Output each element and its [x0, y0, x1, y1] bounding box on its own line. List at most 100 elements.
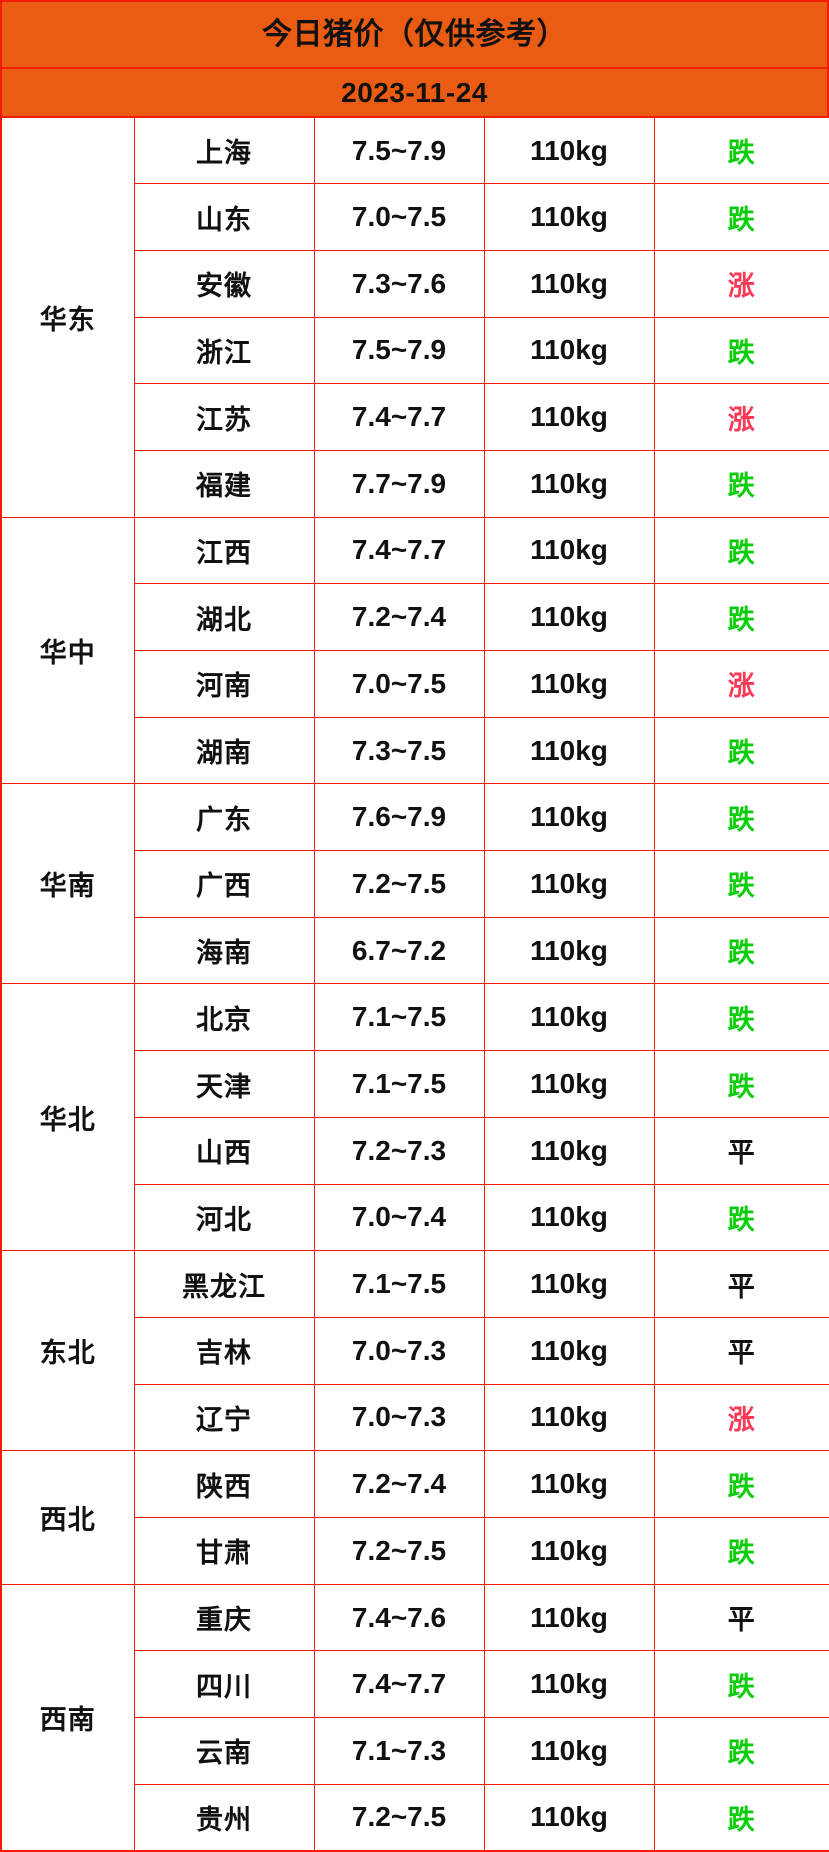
trend-cell: 跌	[653, 1717, 829, 1785]
region-cell: 华中	[0, 516, 135, 785]
page-title-text: 今日猪价（仅供参考）	[262, 17, 567, 51]
table-row: 湖北 7.2~7.4 110kg 跌	[1, 583, 829, 652]
weight-cell: 110kg	[483, 1050, 655, 1118]
trend-cell: 平	[653, 1250, 829, 1318]
price-cell: 7.5~7.9	[313, 116, 485, 185]
table-row: 河北 7.0~7.4 110kg 跌	[1, 1183, 829, 1252]
table-row: 安徽 7.3~7.6 110kg 涨	[1, 249, 829, 318]
trend-cell: 跌	[653, 316, 829, 385]
weight-cell: 110kg	[483, 1650, 655, 1719]
price-cell: 7.4~7.7	[313, 1650, 485, 1719]
weight-cell: 110kg	[483, 1516, 655, 1585]
price-table-body: 华东 上海 7.5~7.9 110kg 跌山东 7.0~7.5 110kg 跌安徽 7.3~7.…	[0, 116, 829, 1852]
price-cell: 7.1~7.5	[313, 1250, 485, 1318]
weight-cell: 110kg	[483, 1583, 655, 1652]
price-cell: 6.7~7.2	[313, 916, 485, 985]
weight-cell: 110kg	[483, 583, 655, 652]
trend-cell: 跌	[653, 516, 829, 585]
price-cell: 7.6~7.9	[313, 783, 485, 852]
province-cell: 重庆	[133, 1583, 315, 1652]
table-row: 甘肃 7.2~7.5 110kg 跌	[1, 1516, 829, 1585]
weight-cell: 110kg	[483, 716, 655, 785]
price-cell: 7.0~7.4	[313, 1183, 485, 1252]
province-cell: 山东	[133, 183, 315, 251]
weight-cell: 110kg	[483, 449, 655, 518]
province-cell: 湖南	[133, 716, 315, 785]
price-cell: 7.4~7.7	[313, 516, 485, 585]
trend-cell: 平	[653, 1116, 829, 1185]
trend-cell: 涨	[653, 383, 829, 451]
trend-cell: 跌	[653, 850, 829, 918]
trend-cell: 涨	[653, 249, 829, 318]
table-row: 湖南 7.3~7.5 110kg 跌	[1, 716, 829, 785]
province-cell: 吉林	[133, 1316, 315, 1385]
weight-cell: 110kg	[483, 916, 655, 985]
province-cell: 浙江	[133, 316, 315, 385]
weight-cell: 110kg	[483, 650, 655, 718]
region-cell: 西北	[0, 1450, 135, 1585]
province-cell: 广东	[133, 783, 315, 852]
weight-cell: 110kg	[483, 783, 655, 852]
trend-cell: 平	[653, 1583, 829, 1652]
price-cell: 7.3~7.5	[313, 716, 485, 785]
price-cell: 7.2~7.5	[313, 1783, 485, 1852]
price-cell: 7.0~7.5	[313, 183, 485, 251]
price-cell: 7.7~7.9	[313, 449, 485, 518]
province-cell: 四川	[133, 1650, 315, 1719]
province-cell: 天津	[133, 1050, 315, 1118]
trend-cell: 跌	[653, 583, 829, 652]
trend-cell: 跌	[653, 1183, 829, 1252]
province-cell: 海南	[133, 916, 315, 985]
price-cell: 7.1~7.5	[313, 983, 485, 1052]
price-cell: 7.3~7.6	[313, 249, 485, 318]
table-row: 西北 陕西 7.2~7.4 110kg 跌	[0, 1450, 829, 1585]
table-row: 华南 广东 7.6~7.9 110kg 跌	[0, 783, 829, 985]
table-row: 华东 上海 7.5~7.9 110kg 跌	[0, 116, 829, 518]
weight-cell: 110kg	[483, 850, 655, 918]
province-cell: 甘肃	[133, 1516, 315, 1585]
price-cell: 7.2~7.4	[313, 1450, 485, 1518]
price-cell: 7.5~7.9	[313, 316, 485, 385]
table-row: 山西 7.2~7.3 110kg 平	[1, 1116, 829, 1185]
table-row: 华北 北京 7.1~7.5 110kg 跌	[0, 983, 829, 1252]
table-row: 吉林 7.0~7.3 110kg 平	[1, 1316, 829, 1385]
table-row: 云南 7.1~7.3 110kg 跌	[1, 1717, 829, 1785]
province-cell: 陕西	[133, 1450, 315, 1518]
date-text: 2023-11-24	[341, 76, 488, 108]
trend-cell: 平	[653, 1316, 829, 1385]
trend-cell: 跌	[653, 1516, 829, 1585]
region-cell: 华北	[0, 983, 135, 1252]
price-cell: 7.4~7.6	[313, 1583, 485, 1652]
price-cell: 7.1~7.5	[313, 1050, 485, 1118]
price-cell: 7.0~7.5	[313, 650, 485, 718]
province-cell: 河南	[133, 650, 315, 718]
weight-cell: 110kg	[483, 1717, 655, 1785]
province-cell: 安徽	[133, 249, 315, 318]
region-cell: 东北	[0, 1250, 135, 1452]
region-cell: 华南	[0, 783, 135, 985]
trend-cell: 跌	[653, 1783, 829, 1852]
province-cell: 河北	[133, 1183, 315, 1252]
price-cell: 7.2~7.5	[313, 850, 485, 918]
province-cell: 江苏	[133, 383, 315, 451]
trend-cell: 跌	[653, 1050, 829, 1118]
price-table: 华东 上海 7.5~7.9 110kg 跌山东 7.0~7.5 110kg 跌安徽 7.3~7.…	[0, 116, 829, 1852]
table-row: 河南 7.0~7.5 110kg 涨	[1, 650, 829, 718]
weight-cell: 110kg	[483, 316, 655, 385]
province-cell: 江西	[133, 516, 315, 585]
trend-cell: 跌	[653, 783, 829, 852]
table-row: 辽宁 7.0~7.3 110kg 涨	[1, 1383, 829, 1452]
weight-cell: 110kg	[483, 516, 655, 585]
trend-cell: 跌	[653, 1450, 829, 1518]
price-cell: 7.0~7.3	[313, 1316, 485, 1385]
region-cell: 华东	[0, 116, 135, 518]
province-cell: 北京	[133, 983, 315, 1052]
province-cell: 山西	[133, 1116, 315, 1185]
weight-cell: 110kg	[483, 1183, 655, 1252]
table-row: 四川 7.4~7.7 110kg 跌	[1, 1650, 829, 1719]
weight-cell: 110kg	[483, 383, 655, 451]
weight-cell: 110kg	[483, 249, 655, 318]
date-banner: 2023-11-24	[0, 68, 829, 116]
trend-cell: 跌	[653, 116, 829, 185]
price-cell: 7.4~7.7	[313, 383, 485, 451]
